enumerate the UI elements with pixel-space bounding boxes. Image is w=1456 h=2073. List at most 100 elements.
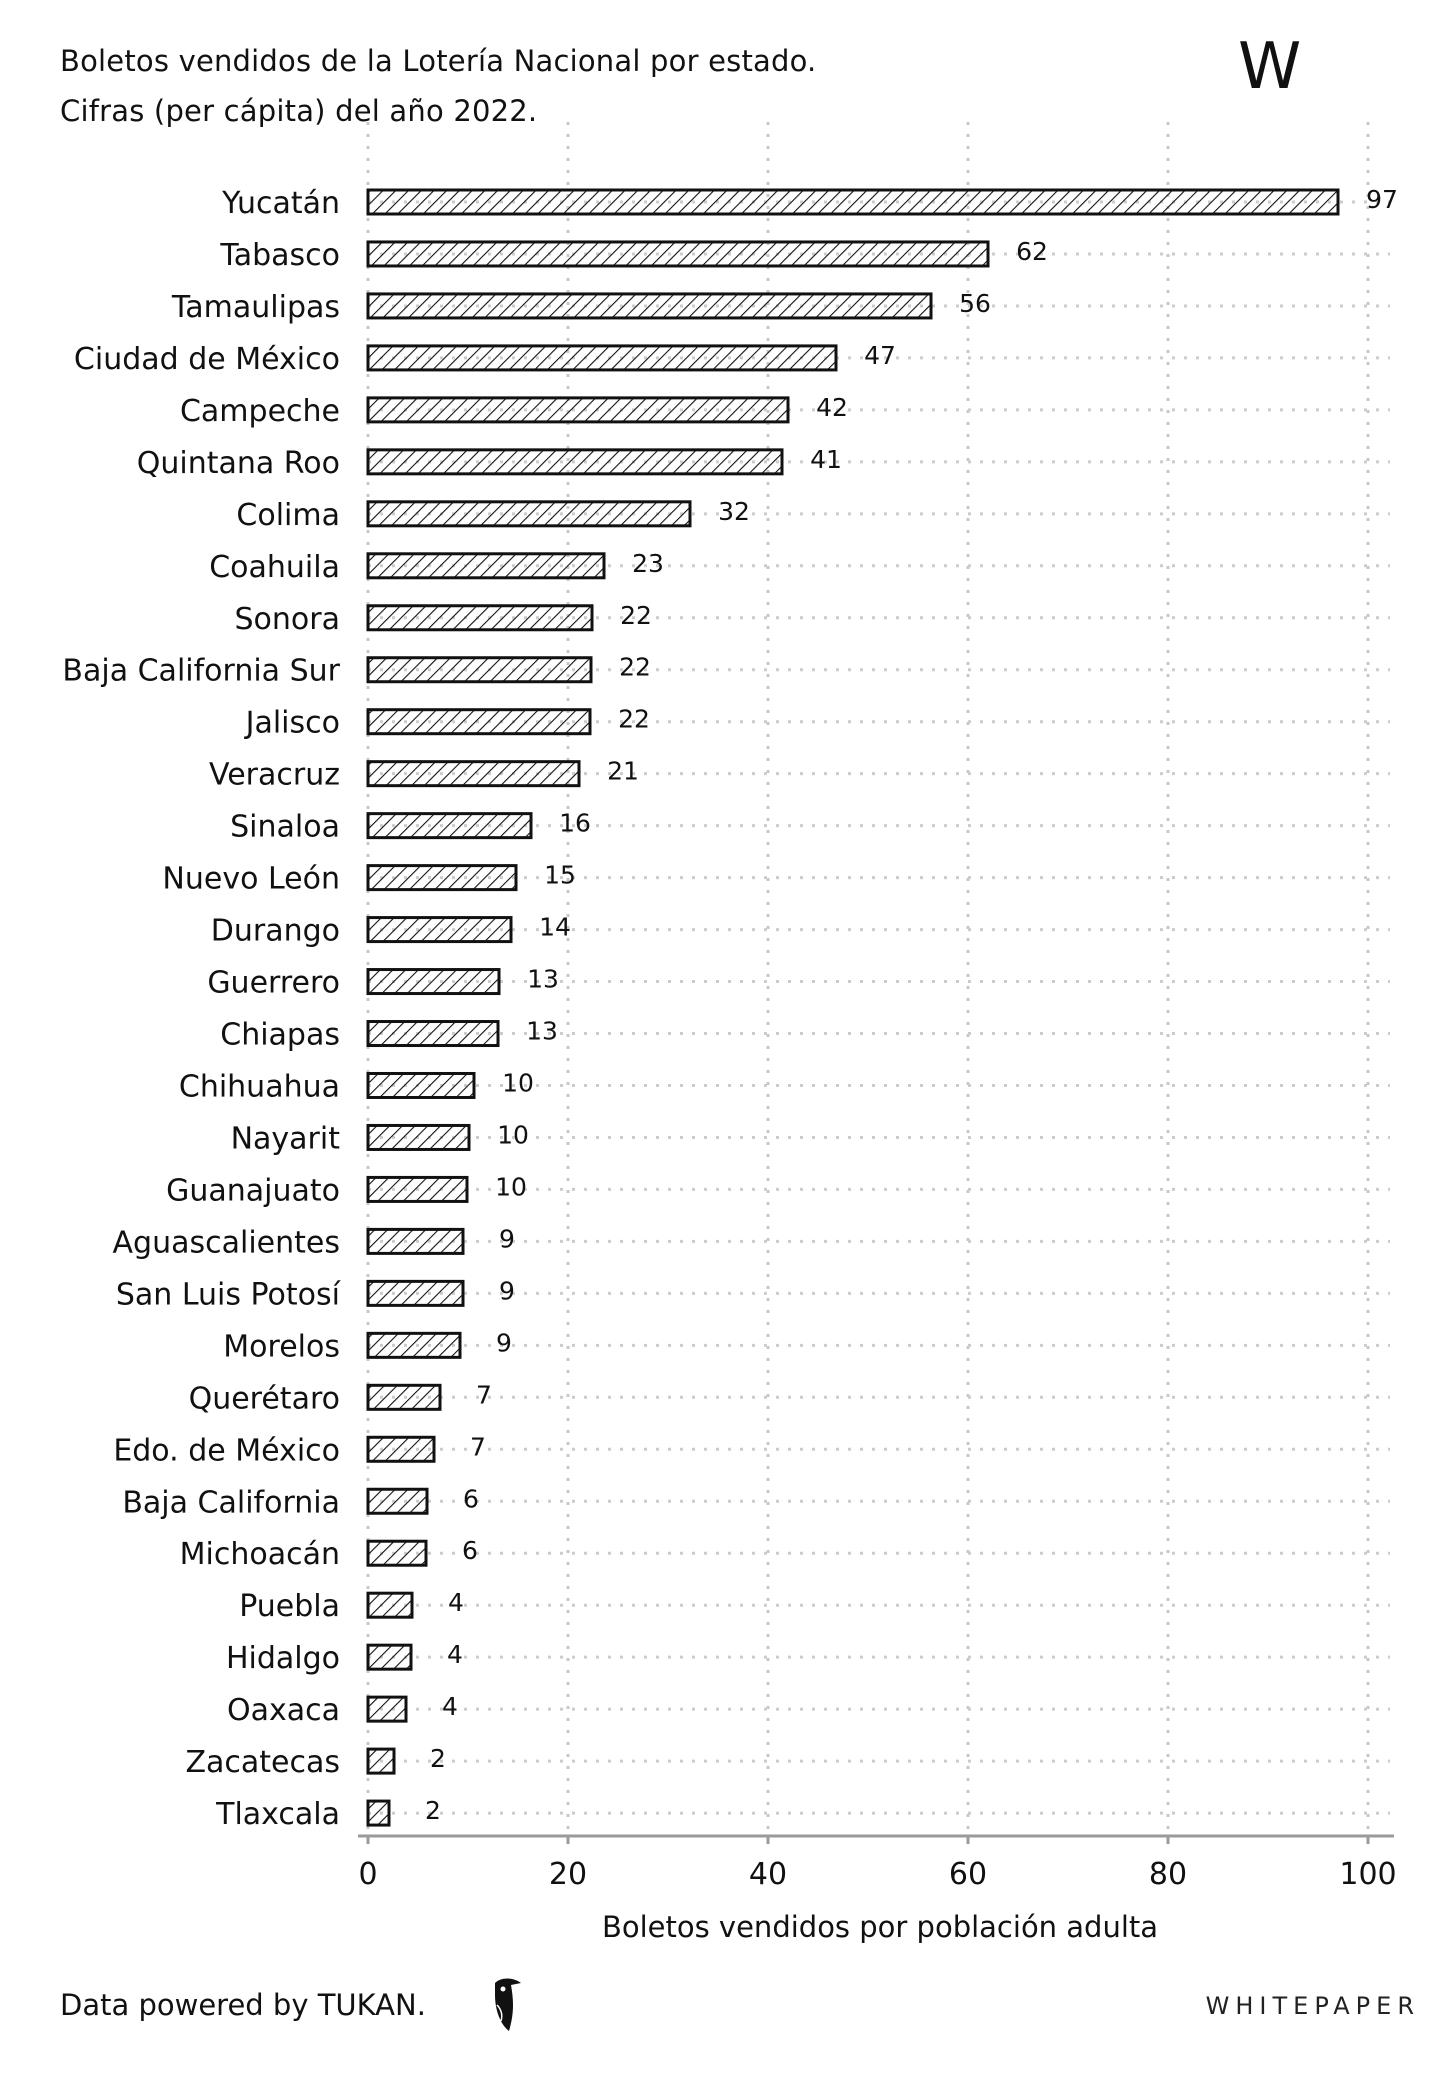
bar: [366, 1123, 471, 1151]
category-label: Yucatán: [221, 186, 340, 221]
bar: [366, 656, 593, 684]
x-tick-label: 40: [749, 1857, 787, 1892]
category-label: Guerrero: [207, 966, 340, 1001]
category-label: Baja California: [122, 1485, 340, 1520]
category-label: Chiapas: [220, 1018, 340, 1053]
category-label: Nuevo León: [162, 862, 340, 897]
value-label: 16: [559, 809, 591, 838]
x-tick-label: 0: [358, 1857, 377, 1892]
category-label: Jalisco: [244, 706, 340, 741]
x-tick-label: 80: [1149, 1857, 1187, 1892]
x-axis: 0 20 40 60 80 100: [358, 1834, 1397, 1892]
x-axis-title: Boletos vendidos por población adulta: [602, 1910, 1158, 1944]
bar: [366, 1643, 413, 1671]
category-label: Chihuahua: [179, 1069, 340, 1104]
category-label: Nayarit: [231, 1121, 341, 1156]
category-label: Hidalgo: [226, 1641, 340, 1676]
category-label: Puebla: [239, 1589, 340, 1624]
value-label: 9: [499, 1224, 515, 1253]
bar: [366, 240, 990, 268]
value-label: 14: [539, 913, 571, 942]
value-label: 4: [447, 1640, 463, 1669]
category-label: Coahuila: [209, 550, 340, 585]
bar: [366, 864, 518, 892]
value-label: 7: [470, 1432, 486, 1461]
bar: [366, 1695, 408, 1723]
bars: [366, 188, 1340, 1827]
value-label: 56: [959, 289, 991, 318]
value-label: 10: [497, 1120, 529, 1149]
value-label: 2: [430, 1744, 446, 1773]
category-label: Veracruz: [209, 758, 340, 793]
value-label: 22: [618, 705, 650, 734]
value-labels: 9762564742413223222222211615141313101010…: [425, 185, 1398, 1825]
value-label: 4: [442, 1692, 458, 1721]
category-label: Sinaloa: [230, 810, 340, 845]
category-label: Tabasco: [219, 238, 340, 273]
x-tick-label: 100: [1339, 1857, 1396, 1892]
value-label: 23: [632, 549, 664, 578]
category-label: Sonora: [235, 602, 340, 637]
bar: [366, 916, 513, 944]
grid: [366, 122, 1390, 1836]
category-label: Tamaulipas: [171, 290, 340, 325]
category-label: Ciudad de México: [74, 342, 340, 377]
category-label: Campeche: [180, 394, 340, 429]
value-label: 13: [526, 1017, 558, 1046]
value-label: 6: [463, 1484, 479, 1513]
value-label: 9: [499, 1276, 515, 1305]
chart-title: Boletos vendidos de la Lotería Nacional …: [60, 36, 816, 136]
category-label: Durango: [211, 914, 340, 949]
bar: [366, 1539, 428, 1567]
value-label: 41: [810, 445, 842, 474]
whitepaper-logo: W: [1238, 30, 1302, 104]
bar: [366, 292, 933, 320]
x-tick-label: 20: [549, 1857, 587, 1892]
value-label: 15: [544, 861, 576, 890]
bar: [366, 188, 1340, 216]
category-label: Tlaxcala: [215, 1797, 340, 1832]
bar: [366, 448, 784, 476]
bar: [366, 812, 533, 840]
value-label: 7: [476, 1380, 492, 1409]
value-label: 42: [816, 393, 848, 422]
value-label: 21: [607, 757, 639, 786]
value-label: 10: [502, 1068, 534, 1097]
category-label: Baja California Sur: [62, 654, 340, 689]
category-label: Querétaro: [189, 1381, 340, 1416]
value-label: 4: [448, 1588, 464, 1617]
category-label: Aguascalientes: [113, 1225, 340, 1260]
bar: [366, 1591, 414, 1619]
title-line-2: Cifras (per cápita) del año 2022.: [60, 94, 538, 128]
category-label: Guanajuato: [166, 1173, 340, 1208]
bar: [366, 760, 581, 788]
bar: [366, 344, 838, 372]
bar: [366, 396, 790, 424]
bar: [366, 500, 692, 528]
bar: [366, 1279, 465, 1307]
bar: [366, 604, 594, 632]
bar: [366, 1487, 429, 1515]
category-label: Oaxaca: [227, 1693, 340, 1728]
category-label: Edo. de México: [113, 1433, 340, 1468]
value-label: 22: [620, 601, 652, 630]
x-tick-label: 60: [949, 1857, 987, 1892]
bar: [366, 1071, 476, 1099]
bar: [366, 708, 592, 736]
category-label: Michoacán: [180, 1537, 340, 1572]
value-label: 62: [1016, 237, 1048, 266]
value-label: 10: [495, 1172, 527, 1201]
category-label: Colima: [236, 498, 340, 533]
bar: [366, 1331, 462, 1359]
bar: [366, 968, 501, 996]
bar: [366, 1383, 442, 1411]
bar: [366, 1020, 500, 1048]
category-label: Quintana Roo: [137, 446, 340, 481]
bar-chart: Yucatán Tabasco Tamaulipas Ciudad de México…: [62, 122, 1398, 1944]
value-label: 2: [425, 1796, 441, 1825]
value-label: 22: [619, 653, 651, 682]
value-label: 97: [1366, 185, 1398, 214]
bar: [366, 1747, 396, 1775]
value-label: 13: [527, 965, 559, 994]
value-label: 32: [718, 497, 750, 526]
